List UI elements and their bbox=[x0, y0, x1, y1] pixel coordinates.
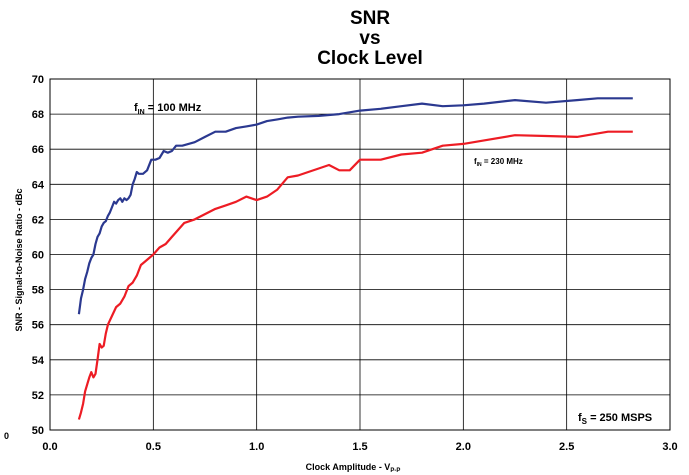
fs-annotation: fS = 250 MSPS bbox=[578, 412, 652, 426]
x-tick-label: 2.5 bbox=[559, 441, 574, 453]
y-tick-label: 60 bbox=[32, 250, 44, 262]
y-tick-label: 56 bbox=[32, 320, 44, 332]
x-tick-label: 0.0 bbox=[42, 441, 57, 453]
fin-230-annotation: fIN = 230 MHz bbox=[474, 157, 523, 168]
y-tick-label: 70 bbox=[32, 74, 44, 86]
y-tick-label: 52 bbox=[32, 390, 44, 402]
y-tick-label: 66 bbox=[32, 144, 44, 156]
x-tick-label: 1.0 bbox=[249, 441, 264, 453]
x-axis-label: Clock Amplitude - VP-P bbox=[306, 462, 401, 474]
y-tick-label: 64 bbox=[32, 179, 45, 191]
y-tick-label: 54 bbox=[32, 355, 45, 367]
series-line-fin-100mhz bbox=[77, 97, 633, 315]
y-tick-label: 62 bbox=[32, 214, 44, 226]
y-tick-label: 68 bbox=[32, 109, 44, 121]
series-lines bbox=[77, 97, 633, 420]
grid bbox=[49, 78, 671, 431]
x-tick-label: 3.0 bbox=[662, 441, 677, 453]
x-tick-label: 1.5 bbox=[352, 441, 367, 453]
x-tick-label: 0.5 bbox=[146, 441, 161, 453]
stray-zero-tick: 0 bbox=[4, 431, 9, 441]
chart-title-line-3: Clock Level bbox=[317, 48, 423, 69]
chart-title-line-1: SNR bbox=[350, 8, 390, 29]
chart-title-line-2: vs bbox=[359, 28, 380, 49]
fin-100-annotation: fIN = 100 MHz bbox=[134, 102, 202, 116]
x-tick-label: 2.0 bbox=[456, 441, 471, 453]
plot-area-frame bbox=[49, 78, 671, 431]
y-tick-label: 58 bbox=[32, 285, 44, 297]
y-tick-label: 50 bbox=[32, 425, 44, 437]
axis-ticks: 50 52 54 56 58 60 62 64 66 68 70 0.0 0.5 1.0 1.5 2.0 2.5… bbox=[32, 74, 678, 453]
y-axis-label: SNR - Signal-to-Noise Ratio - dBc bbox=[14, 188, 24, 331]
series-line-fin-230mhz bbox=[77, 130, 633, 420]
